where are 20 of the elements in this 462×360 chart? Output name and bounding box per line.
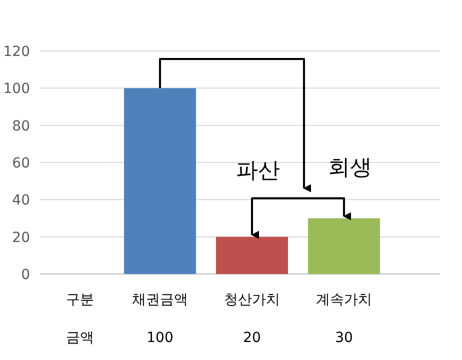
annotation: 파산 (236, 158, 280, 184)
data-label: 20 (243, 330, 261, 346)
y-tick-label: 60 (12, 156, 30, 172)
y-tick-label: 20 (12, 230, 30, 246)
x-tick-label: 계속가치 (316, 292, 372, 308)
x-tick-label: 청산가치 (224, 292, 280, 308)
y-tick-label: 100 (3, 81, 30, 98)
data-label: 100 (146, 330, 174, 346)
bar (124, 88, 196, 274)
x-tick-label: 채권금액 (132, 292, 188, 308)
annotation: 회생 (328, 155, 372, 180)
y-tick-label: 40 (12, 192, 30, 209)
bar (308, 218, 380, 274)
text: 금액 (66, 330, 94, 346)
data-label: 30 (335, 330, 353, 346)
y-tick-label: 120 (3, 44, 30, 60)
y-tick-label: 80 (12, 118, 30, 134)
text: 구분 (66, 292, 94, 308)
y-tick-label: 0 (21, 267, 30, 283)
bar (216, 236, 288, 274)
